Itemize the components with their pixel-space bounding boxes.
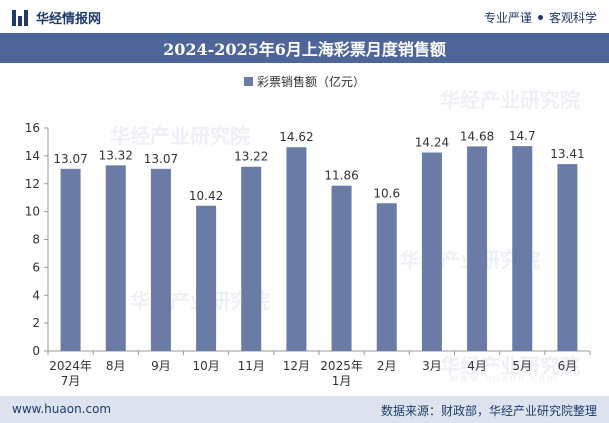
data-label: 14.24 [415,136,449,150]
bar [557,164,578,351]
bar [241,166,262,351]
y-tick-label: 8 [32,233,40,247]
bar [376,203,397,351]
brand[interactable]: 华经情报网 [12,8,101,27]
legend-label: 彩票销售额（亿元） [256,75,365,89]
data-label: 13.22 [234,150,268,164]
data-label: 14.62 [279,130,313,144]
tagline-left: 专业严谨 [483,11,532,25]
data-label: 14.7 [509,129,536,143]
bar [150,168,171,351]
bar [286,147,307,351]
bar [196,205,217,351]
bar [467,146,488,351]
x-tick-label: 2月 [377,359,397,373]
title-bar: 2024-2025年6月上海彩票月度销售额 [0,33,609,63]
x-tick-label: 10月 [192,359,219,373]
tagline: 专业严谨 客观科学 [484,9,597,26]
x-tick-label: 11月 [238,359,265,373]
y-tick-label: 10 [25,205,40,219]
y-tick-label: 16 [25,121,40,135]
bar [105,165,126,351]
x-tick-label: 12月 [283,359,310,373]
data-label: 13.07 [53,152,87,166]
dot-separator-icon [537,15,543,20]
x-tick-label: 4月 [467,359,487,373]
y-tick-label: 6 [32,260,40,274]
data-label: 13.07 [144,152,178,166]
data-label: 13.32 [99,148,133,162]
data-label: 14.68 [460,129,494,143]
x-tick-label: 7月 [61,374,81,388]
chart-title: 2024-2025年6月上海彩票月度销售额 [163,40,446,59]
x-tick-label: 9月 [151,359,171,373]
y-tick-label: 4 [32,288,40,302]
legend-swatch [243,77,253,86]
header: 华经情报网 专业严谨 客观科学 [0,0,609,33]
x-tick-label: 2024年 [49,359,92,373]
bar [60,168,81,351]
legend: 彩票销售额（亿元） [0,73,609,90]
bar [512,146,533,351]
data-label: 10.42 [189,189,223,203]
x-tick-label: 6月 [558,359,578,373]
footer-url[interactable]: www.huaon.com [12,402,112,416]
footer: www.huaon.com 数据来源：财政部，华经产业研究院整理 [0,396,609,423]
bar [421,152,442,351]
x-tick-label: 5月 [512,359,532,373]
x-tick-label: 8月 [106,359,126,373]
data-label: 10.6 [373,186,400,200]
data-label: 13.41 [550,147,584,161]
x-tick-label: 2025年 [320,359,363,373]
y-tick-label: 12 [25,177,40,191]
x-tick-label: 1月 [332,374,352,388]
y-tick-label: 14 [25,149,40,163]
brand-name: 华经情报网 [36,12,102,27]
bar [331,185,352,351]
x-tick-label: 3月 [422,359,442,373]
y-tick-label: 2 [32,316,40,330]
tagline-right: 客观科学 [548,11,597,25]
y-tick-label: 0 [32,344,40,358]
data-source: 数据来源：财政部，华经产业研究院整理 [380,404,597,418]
data-label: 11.86 [324,169,358,183]
brand-logo-icon [12,9,30,26]
